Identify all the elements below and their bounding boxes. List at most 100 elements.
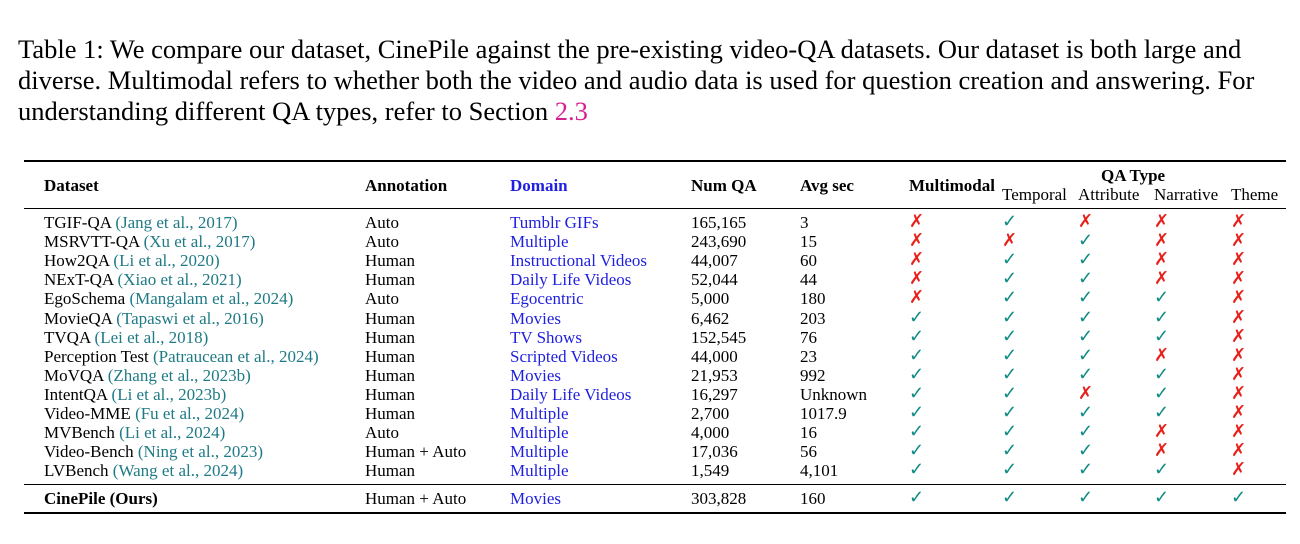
citation-link[interactable]: (Tapaswi et al., 2016): [116, 308, 264, 328]
multimodal-check-icon: ✓: [909, 325, 925, 346]
dataset-name: NExT-QA: [44, 270, 118, 290]
multimodal-check-icon: ✓: [909, 440, 925, 461]
citation-link[interactable]: (Lei et al., 2018): [94, 327, 209, 347]
multimodal-check-icon: ✓: [909, 306, 925, 327]
domain-link[interactable]: Instructional Videos: [510, 251, 648, 271]
narrative-check-icon: ✓: [1154, 487, 1170, 507]
theme-cross-icon: ✗: [1231, 268, 1247, 289]
citation-link[interactable]: (Zhang et al., 2023b): [107, 365, 251, 385]
annotation-cell: Human + Auto: [365, 442, 467, 462]
annotation-cell: Human: [365, 327, 416, 347]
narrative-check-icon: ✓: [1154, 382, 1170, 403]
narrative-check-icon: ✓: [1154, 459, 1170, 480]
citation-link[interactable]: (Mangalam et al., 2024): [129, 289, 294, 309]
citation-link[interactable]: (Ning et al., 2023): [137, 442, 263, 462]
attribute-check-icon: ✓: [1078, 249, 1094, 270]
temporal-check-icon: ✓: [1002, 306, 1018, 327]
dataset-cell: How2QA (Li et al., 2020): [44, 251, 220, 270]
narrative-check-icon: ✓: [1154, 306, 1170, 327]
header-narrative: Narrative: [1154, 185, 1219, 204]
temporal-check-icon: ✓: [1002, 363, 1018, 384]
section-ref-link[interactable]: 2.3: [554, 96, 588, 126]
header-qa-type: QA Type: [1101, 166, 1166, 185]
domain-link[interactable]: Daily Life Videos: [510, 270, 632, 290]
dataset-name: MVBench: [44, 423, 120, 443]
avg-sec-cell: Unknown: [800, 384, 868, 404]
temporal-check-icon: ✓: [1002, 382, 1018, 403]
citation-link[interactable]: (Li et al., 2020): [113, 251, 220, 271]
citation-link[interactable]: (Li et al., 2024): [119, 423, 226, 443]
domain-link[interactable]: Tumblr GIFs: [510, 213, 599, 232]
multimodal-check-icon: ✓: [909, 421, 925, 442]
temporal-check-icon: ✓: [1002, 402, 1018, 422]
attribute-check-icon: ✓: [1078, 306, 1094, 327]
attribute-check-icon: ✓: [1078, 421, 1094, 442]
narrative-check-icon: ✓: [1154, 287, 1170, 308]
multimodal-cross-icon: ✗: [909, 211, 925, 231]
citation-link[interactable]: (Xiao et al., 2021): [117, 270, 242, 290]
dataset-name: MovieQA: [44, 308, 117, 328]
narrative-check-icon: ✓: [1154, 363, 1170, 384]
domain-link[interactable]: Multiple: [510, 461, 569, 481]
avg-sec-cell: 23: [800, 346, 817, 366]
domain-link[interactable]: Movies: [510, 365, 561, 385]
avg-sec-cell: 56: [800, 442, 817, 462]
header-theme: Theme: [1231, 185, 1279, 204]
citation-link[interactable]: (Patraucean et al., 2024): [152, 346, 319, 366]
annotation-cell: Auto: [365, 213, 399, 232]
multimodal-check-icon: ✓: [909, 459, 925, 480]
domain-link[interactable]: TV Shows: [510, 327, 582, 347]
attribute-cross-icon: ✗: [1078, 382, 1094, 403]
avg-sec-cell: 1017.9: [800, 404, 847, 423]
domain-link[interactable]: Multiple: [510, 442, 569, 462]
citation-link[interactable]: (Xu et al., 2017): [143, 232, 256, 252]
header-annotation: Annotation: [365, 176, 448, 195]
avg-sec-cell: 44: [800, 270, 817, 290]
num-qa-cell: 5,000: [691, 289, 730, 309]
annotation-cell: Auto: [365, 289, 399, 309]
domain-link[interactable]: Scripted Videos: [510, 346, 618, 366]
domain-link[interactable]: Multiple: [510, 423, 569, 443]
theme-cross-icon: ✗: [1231, 440, 1247, 461]
domain-link[interactable]: Multiple: [510, 232, 569, 252]
table-caption: Table 1: We compare our dataset, CinePil…: [18, 34, 1280, 127]
multimodal-cross-icon: ✗: [909, 249, 925, 270]
domain-link[interactable]: Egocentric: [510, 289, 584, 309]
annotation-cell: Human: [365, 270, 416, 290]
narrative-check-icon: ✓: [1154, 325, 1170, 346]
domain-link[interactable]: Movies: [510, 489, 561, 508]
citation-link[interactable]: (Fu et al., 2024): [135, 404, 245, 423]
annotation-cell: Human: [365, 346, 416, 366]
attribute-check-icon: ✓: [1078, 487, 1094, 507]
domain-link[interactable]: Daily Life Videos: [510, 384, 632, 404]
theme-cross-icon: ✗: [1231, 382, 1247, 403]
citation-link[interactable]: (Wang et al., 2024): [112, 461, 244, 481]
num-qa-cell: 303,828: [691, 489, 747, 508]
avg-sec-cell: 180: [800, 289, 826, 309]
narrative-cross-icon: ✗: [1154, 249, 1170, 270]
avg-sec-cell: 992: [800, 365, 826, 385]
theme-cross-icon: ✗: [1231, 211, 1247, 231]
temporal-check-icon: ✓: [1002, 440, 1018, 461]
header-rule: [24, 208, 1286, 209]
citation-link[interactable]: (Li et al., 2023b): [111, 384, 227, 404]
table-top-rule: [24, 160, 1286, 162]
citation-link[interactable]: (Jang et al., 2017): [115, 213, 238, 232]
dataset-name: MoVQA: [44, 365, 108, 385]
theme-cross-icon: ✗: [1231, 402, 1247, 422]
annotation-cell: Auto: [365, 423, 399, 443]
temporal-check-icon: ✓: [1002, 421, 1018, 442]
dataset-cell: MVBench (Li et al., 2024): [44, 423, 225, 442]
domain-link[interactable]: Movies: [510, 308, 561, 328]
num-qa-cell: 2,700: [691, 404, 730, 423]
header-temporal: Temporal: [1002, 185, 1067, 204]
dataset-cell: Video-Bench (Ning et al., 2023): [44, 442, 263, 461]
domain-link[interactable]: Multiple: [510, 404, 569, 423]
avg-sec-cell: 4,101: [800, 461, 839, 481]
avg-sec-cell: 203: [800, 308, 826, 328]
attribute-check-icon: ✓: [1078, 287, 1094, 308]
num-qa-cell: 165,165: [691, 213, 747, 232]
num-qa-cell: 152,545: [691, 327, 747, 347]
table-bottom-rule: [24, 512, 1286, 514]
theme-cross-icon: ✗: [1231, 459, 1247, 480]
